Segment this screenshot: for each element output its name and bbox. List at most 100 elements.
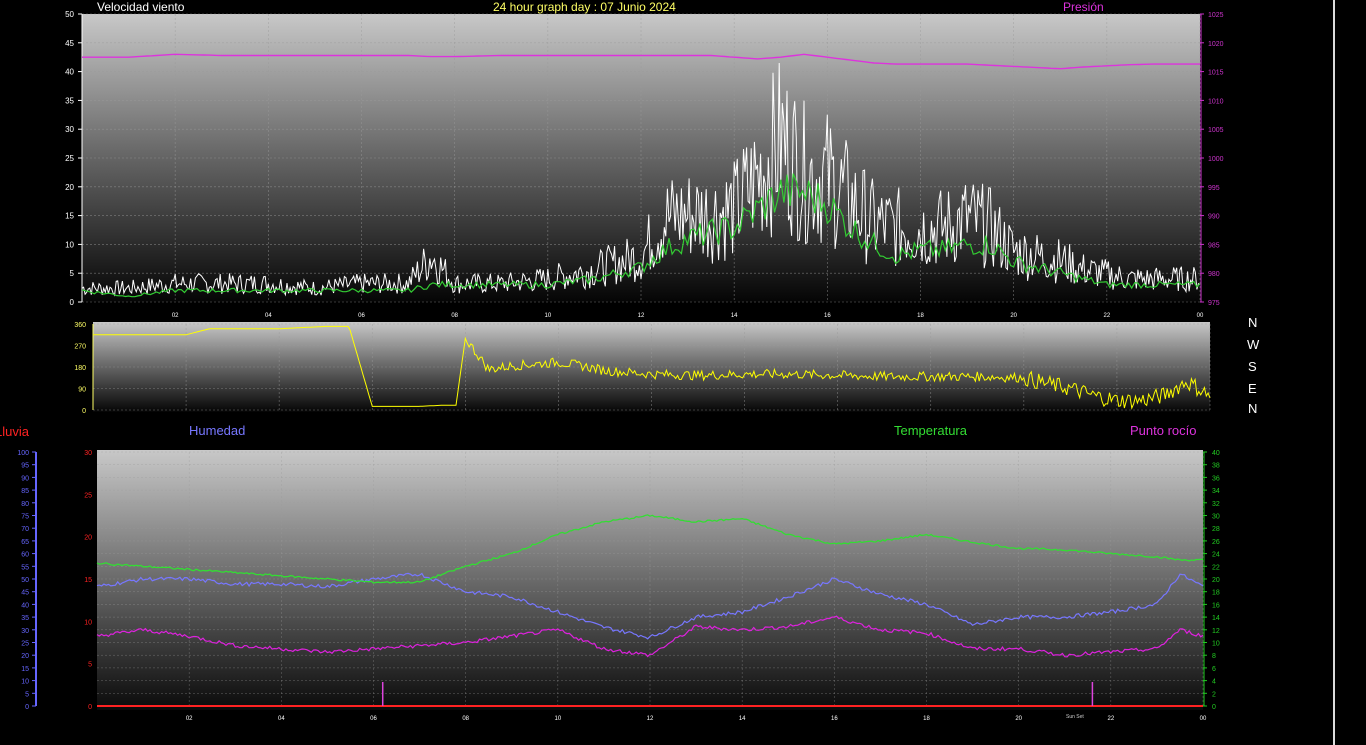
humidity-y-tick-label: 65	[21, 539, 29, 546]
pressure-y-tick-label: 990	[1208, 214, 1220, 221]
humidity-y-tick-label: 0	[25, 704, 29, 711]
humidity-y-tick-label: 45	[21, 590, 29, 597]
humidity-y-tick-label: 20	[21, 653, 29, 660]
pressure-y-tick-label: 995	[1208, 185, 1220, 192]
pressure-y-tick-label: 1025	[1208, 12, 1224, 19]
pressure-y-axis: 975 980 985 990 995 1000 1005 1010 1015 1020 1025	[1200, 12, 1224, 307]
compass-e: E	[1248, 381, 1257, 396]
rain-y-tick-label: 10	[84, 619, 92, 626]
wind-y-tick-label: 40	[65, 68, 74, 77]
climate-x-tick-label: 08	[462, 716, 469, 722]
climate-x-tick-label: 20	[1015, 716, 1022, 722]
humidity-y-tick-label: 90	[21, 475, 29, 482]
pressure-title: Presión	[1063, 0, 1104, 14]
wind-y-axis: 0 5 10 15 20 25 30 35 40 45 50	[65, 10, 83, 307]
temperature-y-tick-label: 14	[1212, 615, 1220, 622]
humidity-y-tick-label: 70	[21, 526, 29, 533]
climate-x-tick-label: 16	[831, 716, 838, 722]
rain-y-tick-label: 5	[88, 662, 92, 669]
wind-x-tick-label: 00	[1197, 313, 1204, 319]
rain-y-axis: 0 5 10 15 20 25 30	[84, 450, 92, 711]
climate-x-tick-label: 02	[186, 716, 193, 722]
temperature-y-tick-label: 2	[1212, 691, 1216, 698]
temperature-y-tick-label: 16	[1212, 602, 1220, 609]
temperature-title: Temperatura	[894, 423, 968, 438]
humidity-y-tick-label: 30	[21, 628, 29, 635]
humidity-y-tick-label: 95	[21, 463, 29, 470]
temperature-y-tick-label: 32	[1212, 501, 1220, 508]
wind-average-line	[81, 173, 1201, 298]
direction-y-tick-label: 0	[82, 408, 86, 415]
humidity-y-tick-label: 35	[21, 615, 29, 622]
humidity-y-tick-label: 55	[21, 564, 29, 571]
temperature-y-tick-label: 36	[1212, 475, 1220, 482]
temperature-y-tick-label: 26	[1212, 539, 1220, 546]
wind-x-tick-label: 16	[824, 313, 831, 319]
humidity-y-tick-label: 10	[21, 679, 29, 686]
wind-gust-line	[81, 62, 1201, 297]
wind-y-tick-label: 0	[70, 298, 75, 307]
wind-x-tick-label: 02	[172, 313, 179, 319]
direction-y-axis: 0 90 180 270 360	[74, 322, 94, 415]
dewpoint-line	[96, 615, 1204, 658]
temperature-y-tick-label: 28	[1212, 526, 1220, 533]
wind-x-axis: 02 04 06 08 10 12 14 16 18 20 22 00	[172, 313, 1204, 319]
direction-y-tick-label: 270	[74, 344, 86, 351]
humidity-y-tick-label: 50	[21, 577, 29, 584]
pressure-y-tick-label: 1015	[1208, 70, 1224, 77]
rain-y-tick-label: 15	[84, 577, 92, 584]
climate-grid	[97, 451, 1204, 707]
humidity-y-tick-label: 40	[21, 602, 29, 609]
wind-x-tick-label: 20	[1010, 313, 1017, 319]
rain-y-tick-label: 20	[84, 535, 92, 542]
pressure-y-tick-label: 1010	[1208, 98, 1224, 105]
temperature-y-tick-label: 20	[1212, 577, 1220, 584]
humidity-y-tick-label: 25	[21, 641, 29, 648]
wind-direction-line	[93, 325, 1211, 410]
compass-s: S	[1248, 359, 1257, 374]
climate-x-tick-label: 18	[923, 716, 930, 722]
wind-x-tick-label: 06	[358, 313, 365, 319]
humidity-y-tick-label: 60	[21, 552, 29, 559]
wind-y-tick-label: 15	[65, 212, 74, 221]
temperature-y-tick-label: 8	[1212, 653, 1216, 660]
temperature-line	[96, 514, 1203, 584]
climate-x-tick-label: 10	[554, 716, 561, 722]
wind-y-tick-label: 50	[65, 10, 74, 19]
wind-y-tick-label: 45	[65, 39, 74, 48]
rain-title: Lluvia	[0, 424, 30, 439]
pressure-y-tick-label: 1005	[1208, 127, 1224, 134]
temperature-y-tick-label: 22	[1212, 564, 1220, 571]
climate-x-axis: 02 04 06 08 10 12 14 16 18 20 22 00	[186, 716, 1207, 722]
wind-x-tick-label: 14	[731, 313, 738, 319]
humidity-y-tick-label: 75	[21, 514, 29, 521]
climate-x-tick-label: 06	[370, 716, 377, 722]
compass-n-bottom: N	[1248, 401, 1257, 416]
humidity-y-tick-label: 5	[25, 691, 29, 698]
wind-x-tick-label: 22	[1103, 313, 1110, 319]
wind-series	[81, 53, 1201, 298]
climate-panel: Lluvia Humedad Temperatura Punto rocío 0…	[0, 423, 1220, 722]
wind-title: Velocidad viento	[97, 0, 185, 14]
pressure-line	[82, 53, 1200, 70]
rain-y-tick-label: 0	[88, 704, 92, 711]
wind-y-tick-label: 35	[65, 96, 74, 105]
climate-x-tick-label: 14	[739, 716, 746, 722]
direction-y-tick-label: 360	[74, 322, 86, 329]
wind-x-tick-label: 08	[451, 313, 458, 319]
direction-panel: 0 90 180 270 360 N W S E N	[74, 315, 1260, 416]
temperature-y-tick-label: 12	[1212, 628, 1220, 635]
temperature-y-tick-label: 10	[1212, 641, 1220, 648]
climate-x-tick-label: 12	[647, 716, 654, 722]
direction-series	[93, 325, 1211, 410]
pressure-y-tick-label: 985	[1208, 242, 1220, 249]
dewpoint-title: Punto rocío	[1130, 423, 1197, 438]
wind-grid	[82, 13, 1201, 303]
compass-n-top: N	[1248, 315, 1257, 330]
wind-y-tick-label: 30	[65, 125, 74, 134]
sunset-label: Sun Set	[1066, 714, 1084, 720]
direction-y-tick-label: 180	[74, 365, 86, 372]
